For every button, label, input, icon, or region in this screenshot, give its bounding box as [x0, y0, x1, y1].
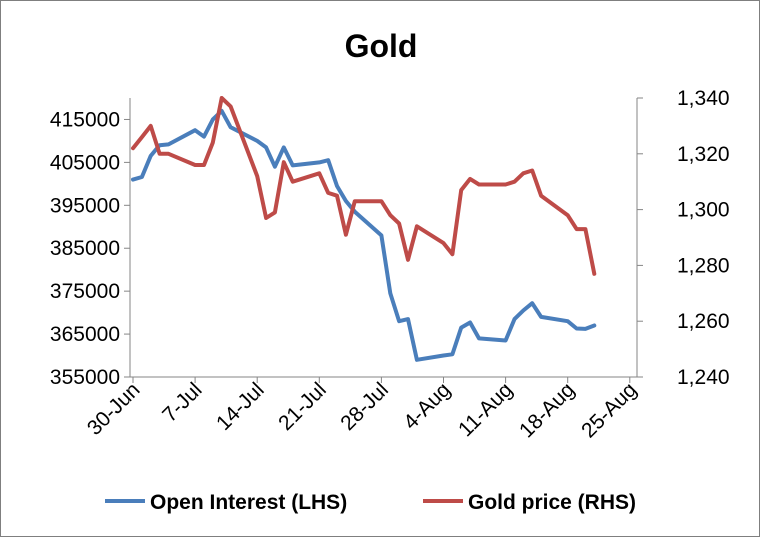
y-right-tick-label: 1,300 [677, 199, 730, 222]
y-left-tick-label: 395000 [50, 194, 120, 217]
series-line-gold-price [131, 96, 597, 276]
axes [124, 97, 643, 383]
x-tick-labels: 30-Jun 7-Jul 14-Jul 21-Jul 28-Jul 4-Aug 11-Aug… [83, 378, 641, 442]
x-tick-label: 14-Jul [212, 378, 269, 435]
y-right-tick-label: 1,240 [677, 366, 730, 389]
y-left-tick-label: 385000 [50, 237, 120, 260]
series-line-open-interest [131, 108, 597, 362]
y-right-tick-label: 1,340 [677, 87, 730, 110]
x-tick-label: 18-Aug [515, 378, 579, 442]
y-left-tick-label: 405000 [50, 151, 120, 174]
legend-label: Gold price (RHS) [468, 491, 636, 514]
y-left-tick-label: 365000 [50, 323, 120, 346]
chart-title: Gold [345, 28, 418, 64]
legend-label: Open Interest (LHS) [150, 491, 347, 514]
y-right-tick-labels: 1,340 1,320 1,300 1,280 1,260 1,240 [677, 87, 730, 389]
y-left-tick-label: 375000 [50, 280, 120, 303]
x-tick-label: 28-Jul [336, 378, 393, 435]
series-lines [131, 96, 597, 362]
y-left-tick-labels: 415000 405000 395000 385000 375000 365000 3550… [50, 108, 120, 389]
y-right-tick-label: 1,280 [677, 254, 730, 277]
x-tick-label: 11-Aug [454, 378, 517, 441]
x-tick-label: 21-Jul [274, 378, 331, 435]
x-tick-label: 7-Jul [158, 378, 206, 426]
x-tick-label: 4-Aug [399, 378, 455, 434]
y-right-tick-label: 1,320 [677, 143, 730, 166]
legend: Open Interest (LHS) Gold price (RHS) [105, 491, 636, 514]
y-left-tick-label: 355000 [50, 366, 120, 389]
y-left-tick-label: 415000 [50, 108, 120, 131]
y-right-tick-label: 1,260 [677, 310, 730, 333]
x-tick-label: 25-Aug [577, 378, 641, 442]
